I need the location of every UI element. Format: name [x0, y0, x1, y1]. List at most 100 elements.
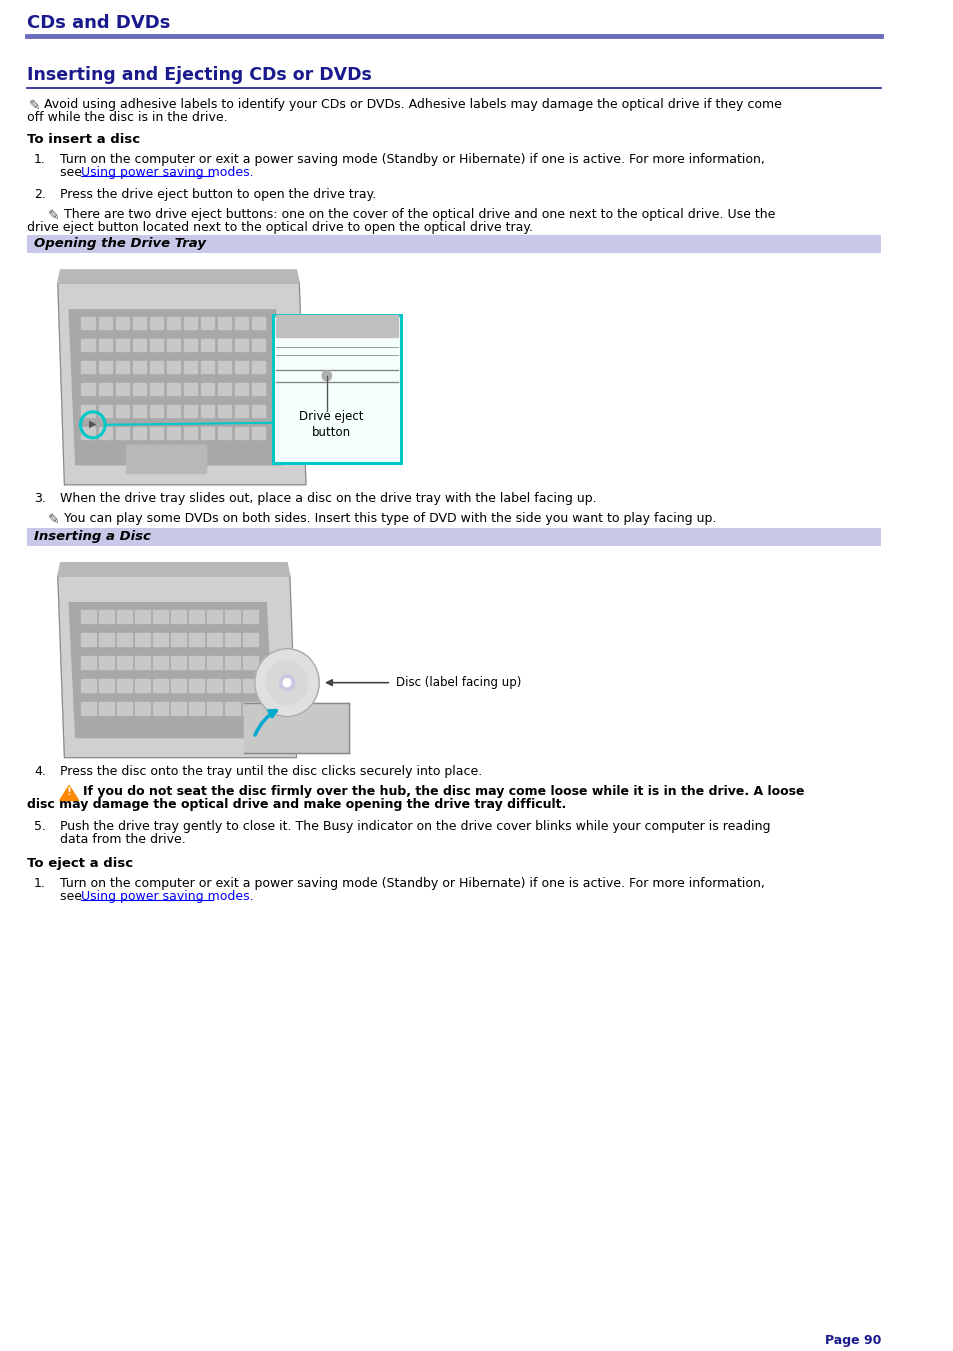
Bar	[98, 427, 112, 439]
Text: ✎: ✎	[48, 513, 59, 527]
Text: 1.: 1.	[34, 153, 46, 166]
Bar	[207, 701, 221, 715]
Bar	[243, 678, 257, 692]
Text: ✎: ✎	[29, 99, 40, 113]
Bar	[150, 317, 163, 328]
Bar	[243, 609, 257, 623]
Bar	[200, 427, 213, 439]
Bar	[135, 632, 150, 646]
Bar	[217, 405, 231, 417]
Bar	[117, 701, 132, 715]
Text: data from the drive.: data from the drive.	[60, 832, 185, 846]
Text: see: see	[60, 166, 86, 178]
Text: Page 90: Page 90	[823, 1335, 880, 1347]
Bar	[252, 405, 265, 417]
Bar	[234, 382, 248, 394]
Bar	[252, 339, 265, 351]
Bar	[167, 405, 180, 417]
Bar	[99, 655, 113, 669]
Bar	[81, 609, 95, 623]
Bar	[252, 361, 265, 373]
Bar	[81, 361, 94, 373]
Bar	[225, 678, 239, 692]
Bar	[207, 609, 221, 623]
Bar	[115, 339, 129, 351]
Text: Drive eject
button: Drive eject button	[299, 409, 363, 439]
Bar	[81, 678, 95, 692]
Text: If you do not seat the disc firmly over the hub, the disc may come loose while i: If you do not seat the disc firmly over …	[83, 785, 804, 797]
Bar	[190, 701, 203, 715]
Bar	[184, 405, 197, 417]
Text: ✎: ✎	[48, 209, 59, 223]
Bar	[207, 632, 221, 646]
Bar	[184, 382, 197, 394]
Text: Opening the Drive Tray: Opening the Drive Tray	[34, 236, 206, 250]
Bar	[184, 339, 197, 351]
Text: Disc (label facing up): Disc (label facing up)	[395, 676, 520, 689]
Bar	[172, 655, 186, 669]
Circle shape	[322, 370, 332, 381]
Bar	[172, 701, 186, 715]
Bar	[150, 382, 163, 394]
Bar	[275, 315, 397, 336]
Polygon shape	[58, 563, 290, 576]
Bar	[217, 361, 231, 373]
Bar	[117, 678, 132, 692]
Bar	[135, 678, 150, 692]
Bar	[115, 361, 129, 373]
Bar	[153, 701, 168, 715]
Circle shape	[254, 648, 319, 716]
Bar	[81, 405, 94, 417]
Bar	[225, 655, 239, 669]
Bar	[200, 339, 213, 351]
Bar	[135, 701, 150, 715]
Bar	[172, 609, 186, 623]
Bar	[167, 382, 180, 394]
Bar	[200, 317, 213, 328]
Text: see: see	[60, 889, 86, 902]
Bar	[243, 632, 257, 646]
Text: Press the disc onto the tray until the disc clicks securely into place.: Press the disc onto the tray until the d…	[60, 765, 481, 778]
Bar	[225, 609, 239, 623]
Text: 2.: 2.	[34, 188, 46, 201]
Bar	[252, 382, 265, 394]
Circle shape	[283, 678, 291, 686]
Text: ▶: ▶	[89, 419, 96, 428]
Text: Inserting and Ejecting CDs or DVDs: Inserting and Ejecting CDs or DVDs	[27, 66, 371, 84]
Bar	[81, 655, 95, 669]
Bar	[172, 632, 186, 646]
Text: disc may damage the optical drive and make opening the drive tray difficult.: disc may damage the optical drive and ma…	[27, 797, 565, 811]
Bar	[190, 678, 203, 692]
Text: There are two drive eject buttons: one on the cover of the optical drive and one: There are two drive eject buttons: one o…	[65, 208, 775, 222]
Text: 4.: 4.	[34, 765, 46, 778]
Bar	[117, 655, 132, 669]
Bar	[217, 427, 231, 439]
Bar	[132, 339, 146, 351]
Bar	[115, 427, 129, 439]
Bar	[132, 317, 146, 328]
Bar	[115, 317, 129, 328]
Bar	[135, 655, 150, 669]
Bar	[225, 632, 239, 646]
Bar	[98, 339, 112, 351]
Bar	[98, 361, 112, 373]
Bar	[234, 361, 248, 373]
FancyBboxPatch shape	[27, 528, 880, 546]
Bar	[153, 632, 168, 646]
Text: 1.: 1.	[34, 877, 46, 889]
Bar	[184, 317, 197, 328]
Bar	[234, 427, 248, 439]
Polygon shape	[58, 576, 296, 758]
Bar	[98, 382, 112, 394]
Bar	[126, 444, 206, 473]
Bar	[225, 701, 239, 715]
Bar	[234, 405, 248, 417]
Bar	[81, 701, 95, 715]
Text: Inserting a Disc: Inserting a Disc	[34, 530, 151, 543]
Bar	[150, 361, 163, 373]
Bar	[200, 361, 213, 373]
Bar	[132, 427, 146, 439]
Bar	[217, 339, 231, 351]
Circle shape	[266, 661, 308, 705]
Bar	[190, 655, 203, 669]
